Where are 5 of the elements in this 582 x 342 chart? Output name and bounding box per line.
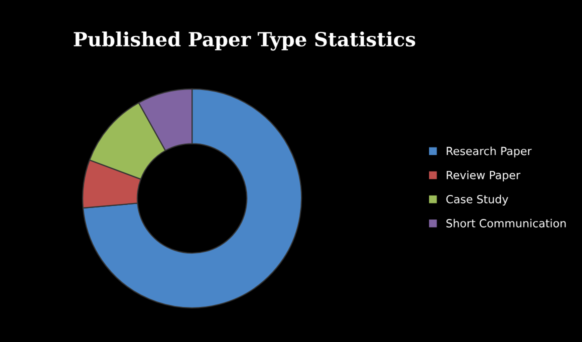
chart-title: Published Paper Type Statistics — [74, 31, 416, 51]
legend-label: Research Paper — [446, 146, 532, 158]
legend-label: Review Paper — [446, 170, 520, 182]
legend-label: Case Study — [446, 194, 508, 206]
legend-label: Short Communication — [446, 218, 566, 228]
